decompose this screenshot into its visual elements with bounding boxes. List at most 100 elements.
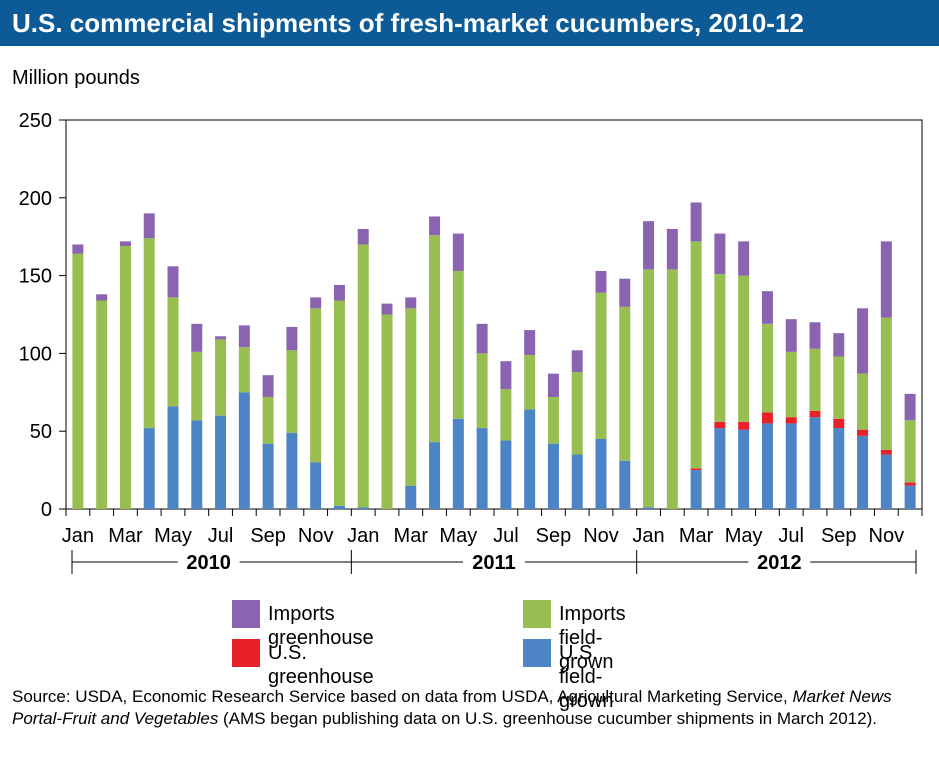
x-tick-label: Sep [250, 525, 286, 547]
bar-imports-field [143, 238, 155, 429]
bar-imports-field [524, 354, 536, 410]
y-tick-label: 150 [19, 266, 52, 288]
bar-imports-greenhouse [643, 221, 655, 270]
bar-imports-greenhouse [857, 308, 869, 374]
bar-us-field [262, 443, 274, 509]
bar-imports-field [500, 389, 512, 441]
bar-imports-field [595, 292, 607, 439]
bar-us-field [619, 460, 631, 509]
bar-imports-field [643, 269, 655, 508]
year-label-bg [177, 550, 240, 574]
legend-swatch-us-field-grown [523, 639, 551, 667]
legend-label-imports-field-grown: Imports field-grown [559, 603, 626, 673]
bar-imports-greenhouse [595, 270, 607, 293]
bar-imports-field [262, 396, 274, 444]
bar-imports-field [738, 275, 750, 422]
y-tick-label: 50 [30, 421, 52, 443]
source-text-end: (AMS began publishing data on U.S. green… [218, 709, 877, 728]
bar-imports-greenhouse [262, 375, 274, 397]
bar-us-field [429, 442, 441, 509]
bar-imports-greenhouse [286, 326, 298, 351]
bar-imports-greenhouse [809, 322, 821, 349]
bar-us-greenhouse [809, 410, 821, 418]
bar-imports-greenhouse [119, 241, 131, 247]
bar-imports-field [381, 314, 393, 509]
bar-us-field [761, 423, 773, 509]
bar-imports-greenhouse [167, 266, 179, 298]
source-note: Source: USDA, Economic Research Service … [12, 686, 927, 730]
bar-imports-field [880, 317, 892, 450]
bar-imports-greenhouse [381, 303, 393, 315]
year-label-bg [748, 550, 811, 574]
bar-imports-greenhouse [310, 297, 322, 309]
bar-us-field [571, 454, 583, 509]
bar-imports-field [714, 274, 726, 422]
year-label-bg [463, 550, 525, 574]
bar-imports-greenhouse [619, 278, 631, 307]
bar-us-field [857, 435, 869, 509]
bar-us-greenhouse [785, 417, 797, 424]
bar-imports-field [547, 396, 559, 444]
legend-label-imports-greenhouse: Imports greenhouse [268, 603, 374, 649]
x-tick-label: May [154, 525, 192, 547]
bar-imports-field [666, 269, 678, 509]
x-tick-label: Sep [821, 525, 857, 547]
bar-us-field [524, 409, 536, 509]
x-tick-label: May [439, 525, 477, 547]
bar-imports-field [333, 300, 345, 506]
bar-us-field [238, 392, 250, 509]
legend-swatch-imports-greenhouse [232, 600, 260, 628]
bar-us-field [286, 432, 298, 509]
legend-swatch-us-greenhouse [232, 639, 260, 667]
bar-us-field [809, 417, 821, 509]
source-text: Source: USDA, Economic Research Service … [12, 687, 793, 706]
bar-us-greenhouse [761, 412, 773, 424]
bar-imports-field [429, 235, 441, 443]
bar-us-field [500, 440, 512, 509]
bar-us-field [833, 428, 845, 509]
bar-imports-field [904, 420, 916, 483]
bar-imports-field [809, 348, 821, 411]
bar-imports-field [619, 306, 631, 461]
stacked-bar-chart: 0 50 100 150 200 250 Jan Mar May Jul Sep Nov Jan Mar M… [19, 110, 923, 574]
bar-us-field [476, 428, 488, 509]
bar-us-field [310, 462, 322, 509]
bar-imports-greenhouse [357, 228, 369, 245]
bar-us-field [595, 438, 607, 509]
bar-imports-greenhouse [215, 336, 227, 340]
bar-imports-greenhouse [904, 393, 916, 421]
x-tick-label: Mar [394, 525, 429, 547]
x-tick-label: Nov [583, 525, 619, 547]
bar-imports-field [690, 241, 702, 469]
bar-imports-greenhouse [761, 291, 773, 324]
bar-imports-greenhouse [238, 325, 250, 348]
x-tick-label: May [725, 525, 763, 547]
x-tick-label: Jul [778, 525, 804, 547]
bar-imports-field [833, 356, 845, 419]
bar-imports-greenhouse [524, 330, 536, 355]
bar-us-field [904, 485, 916, 509]
bar-imports-greenhouse [738, 241, 750, 276]
bar-imports-greenhouse [714, 233, 726, 275]
x-tick-label: Jan [62, 525, 94, 547]
bar-us-field [405, 485, 417, 509]
bar-imports-greenhouse [571, 350, 583, 373]
bar-imports-greenhouse [690, 202, 702, 242]
bar-imports-greenhouse [191, 323, 203, 352]
bar-imports-greenhouse [405, 297, 417, 309]
bar-us-greenhouse [857, 429, 869, 436]
bar-imports-greenhouse [96, 294, 108, 301]
bar-imports-field [167, 297, 179, 407]
y-tick-label: 0 [41, 499, 52, 521]
bar-imports-field [72, 253, 84, 509]
chart-title: U.S. commercial shipments of fresh-marke… [0, 0, 939, 46]
year-label: 2012 [757, 552, 802, 574]
y-tick-label: 250 [19, 110, 52, 132]
x-tick-label: Mar [108, 525, 143, 547]
bar-us-field [167, 406, 179, 509]
bar-imports-field [857, 373, 869, 430]
bar-imports-field [452, 270, 464, 419]
bar-us-greenhouse [904, 482, 916, 486]
bar-imports-field [476, 353, 488, 429]
bar-us-greenhouse [690, 468, 702, 471]
